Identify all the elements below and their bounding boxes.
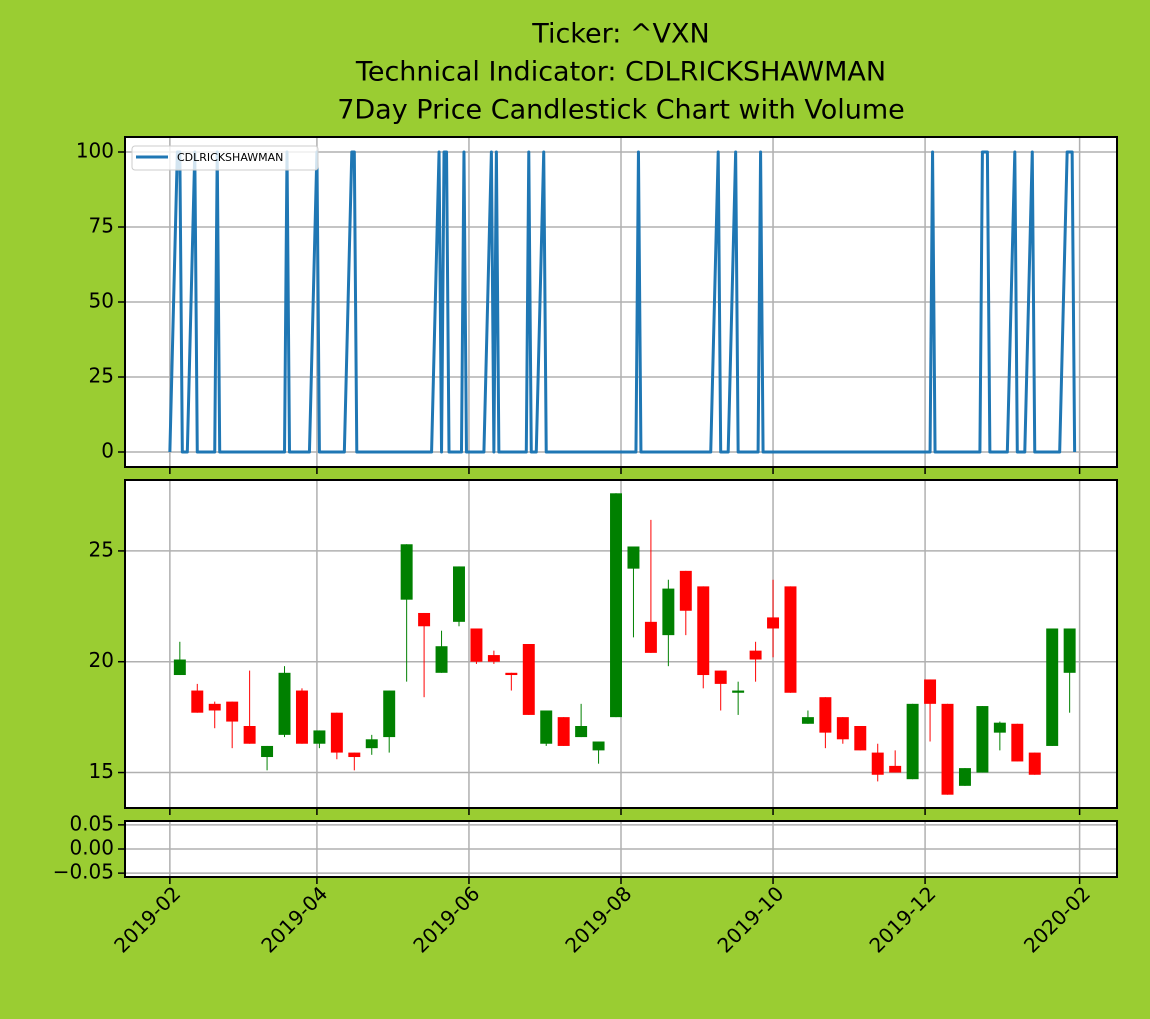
candle-body bbox=[1046, 628, 1059, 746]
candle-body bbox=[1011, 723, 1024, 762]
y-tick-label: 100 bbox=[76, 139, 114, 163]
legend-box bbox=[131, 145, 319, 171]
y-tick-label: 20 bbox=[89, 648, 114, 672]
title-line: Technical Indicator: CDLRICKSHAWMAN bbox=[355, 57, 886, 88]
candle-body bbox=[540, 710, 553, 744]
y-tick-label: 25 bbox=[89, 364, 114, 388]
candle-body bbox=[226, 701, 239, 722]
candle-body bbox=[313, 730, 326, 744]
candle-body bbox=[679, 570, 692, 611]
candle-body bbox=[976, 706, 989, 773]
candle-body bbox=[871, 752, 884, 775]
candle-body bbox=[243, 726, 256, 744]
candle-body bbox=[732, 690, 745, 693]
plot-marks bbox=[173, 493, 1076, 795]
candle-body bbox=[644, 621, 657, 653]
candle-body bbox=[487, 655, 500, 662]
title-line: Ticker: ^VXN bbox=[531, 19, 709, 50]
candle-body bbox=[627, 546, 640, 569]
candle-body bbox=[958, 768, 971, 786]
candle-body bbox=[610, 493, 622, 718]
plot-frame bbox=[124, 820, 1118, 878]
plot-frame bbox=[124, 479, 1118, 809]
y-tick-label: 75 bbox=[89, 214, 114, 238]
plot-frame bbox=[124, 136, 1118, 468]
candle-body bbox=[906, 703, 919, 780]
candle-body bbox=[749, 650, 762, 660]
candle-body bbox=[662, 588, 675, 636]
candle-body bbox=[505, 672, 518, 676]
candle-body bbox=[697, 586, 710, 676]
candle-body bbox=[453, 566, 465, 622]
candle-body bbox=[278, 672, 291, 735]
candle-body bbox=[470, 628, 483, 662]
y-tick-label: 15 bbox=[89, 759, 114, 783]
candle-body bbox=[173, 659, 186, 676]
y-tick-label: 0 bbox=[101, 439, 114, 463]
candle-body bbox=[383, 690, 396, 738]
candle-body bbox=[261, 745, 274, 758]
candle-body bbox=[522, 644, 535, 715]
candle-body bbox=[365, 739, 378, 749]
candle-body bbox=[819, 697, 832, 733]
candle-body bbox=[575, 726, 588, 738]
candle-body bbox=[1063, 628, 1076, 673]
candle-body bbox=[941, 703, 954, 795]
legend-label: CDLRICKSHAWMAN bbox=[177, 151, 283, 164]
candle-body bbox=[854, 726, 867, 751]
candle-body bbox=[557, 717, 570, 746]
candle-body bbox=[208, 703, 221, 711]
indicator-line bbox=[168, 150, 1077, 454]
y-tick-label: 0.05 bbox=[69, 811, 114, 835]
candle-body bbox=[767, 617, 780, 629]
candle-body bbox=[330, 712, 343, 753]
candle-body bbox=[784, 586, 797, 693]
candle-body bbox=[924, 679, 937, 704]
plot-marks bbox=[168, 150, 1077, 454]
candle-body bbox=[418, 612, 431, 627]
candle-body bbox=[435, 646, 448, 673]
candle-body bbox=[714, 670, 727, 684]
y-tick-label: 25 bbox=[89, 537, 114, 561]
y-tick-label: 50 bbox=[89, 289, 114, 313]
candle-body bbox=[836, 717, 849, 740]
y-tick-label: 0.00 bbox=[69, 836, 114, 860]
candle-body bbox=[348, 752, 361, 758]
candle-body bbox=[1028, 752, 1041, 775]
legend: CDLRICKSHAWMAN bbox=[131, 145, 319, 171]
candle-body bbox=[400, 544, 413, 600]
candle-body bbox=[889, 765, 902, 773]
candle-body bbox=[191, 690, 204, 713]
candle-body bbox=[592, 741, 605, 751]
y-tick-label: −0.05 bbox=[53, 860, 114, 884]
candle-body bbox=[993, 722, 1006, 733]
title-line: 7Day Price Candlestick Chart with Volume bbox=[337, 95, 905, 126]
candle-body bbox=[801, 717, 814, 724]
candle-body bbox=[295, 690, 308, 744]
